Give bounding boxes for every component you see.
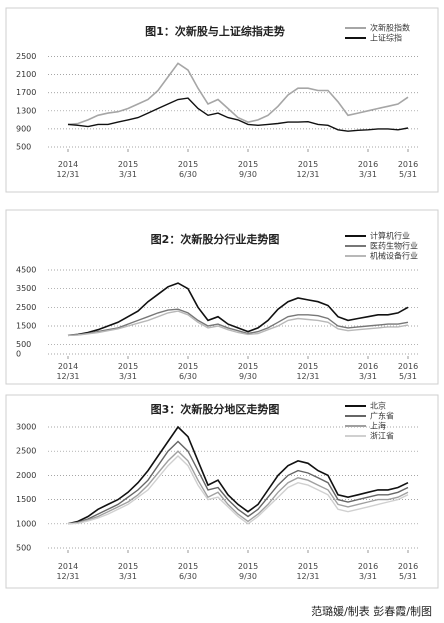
x-tick-label: 2015 12/31 bbox=[296, 362, 320, 381]
legend-label: 上海 bbox=[370, 421, 386, 431]
series-line bbox=[67, 310, 409, 336]
chart-title: 图3：次新股分地区走势图 bbox=[151, 402, 280, 416]
y-tick-label: 1300 bbox=[16, 106, 36, 115]
x-tick-label: 2015 9/30 bbox=[237, 562, 259, 581]
x-tick-label: 2015 9/30 bbox=[237, 160, 259, 179]
x-tick-label: 2016 3/31 bbox=[357, 160, 379, 179]
x-tick-label: 2016 5/31 bbox=[397, 362, 419, 381]
legend-label: 医药生物行业 bbox=[370, 241, 418, 251]
series-line bbox=[67, 425, 409, 525]
y-tick-label: 1500 bbox=[16, 495, 36, 504]
y-tick-label: 2500 bbox=[16, 52, 36, 61]
x-tick-label: 2015 3/31 bbox=[117, 362, 139, 381]
x-tick-label: 2014 12/31 bbox=[56, 160, 80, 179]
x-tick-label: 2016 3/31 bbox=[357, 362, 379, 381]
series-line bbox=[67, 62, 409, 126]
y-tick-label: 1500 bbox=[16, 322, 36, 331]
x-tick-label: 2015 6/30 bbox=[177, 160, 199, 179]
x-tick-label: 2015 3/31 bbox=[117, 160, 139, 179]
y-tick-label: 900 bbox=[16, 124, 31, 133]
legend-label: 次新股指数 bbox=[370, 23, 410, 33]
x-tick-label: 2015 3/31 bbox=[117, 562, 139, 581]
x-tick-label: 2015 12/31 bbox=[296, 160, 320, 179]
series-line bbox=[67, 440, 409, 525]
x-tick-label: 2015 9/30 bbox=[237, 362, 259, 381]
y-tick-label: 2500 bbox=[16, 303, 36, 312]
x-tick-label: 2016 5/31 bbox=[397, 160, 419, 179]
x-tick-label: 2014 12/31 bbox=[56, 562, 80, 581]
panel bbox=[5, 394, 439, 589]
x-tick-label: 2015 6/30 bbox=[177, 362, 199, 381]
x-tick-label: 2016 5/31 bbox=[397, 562, 419, 581]
footer: 范璐媛/制表 彭春霞/制图 bbox=[311, 604, 432, 618]
series-line bbox=[67, 282, 409, 337]
chart-title: 图1：次新股与上证综指走势 bbox=[145, 24, 285, 38]
legend-label: 广东省 bbox=[370, 411, 394, 421]
y-tick-label: 500 bbox=[16, 340, 31, 349]
panel bbox=[5, 209, 439, 385]
y-tick-label: 500 bbox=[16, 544, 31, 553]
legend-label: 浙江省 bbox=[370, 431, 394, 441]
series-line bbox=[67, 97, 409, 132]
series-line bbox=[67, 450, 409, 525]
y-tick-label: 2000 bbox=[16, 471, 36, 480]
x-tick-label: 2015 6/30 bbox=[177, 562, 199, 581]
x-tick-label: 2014 12/31 bbox=[56, 362, 80, 381]
legend-label: 上证综指 bbox=[370, 33, 402, 43]
chart-title: 图2：次新股分行业走势图 bbox=[151, 232, 280, 246]
legend-label: 计算机行业 bbox=[370, 231, 410, 241]
y-tick-label: 0 bbox=[16, 350, 21, 359]
y-tick-label: 500 bbox=[16, 143, 31, 152]
x-tick-label: 2016 3/31 bbox=[357, 562, 379, 581]
y-tick-label: 1700 bbox=[16, 88, 36, 97]
y-tick-label: 3000 bbox=[16, 423, 36, 432]
legend-label: 北京 bbox=[370, 401, 386, 411]
y-tick-label: 2100 bbox=[16, 70, 36, 79]
x-tick-label: 2015 12/31 bbox=[296, 562, 320, 581]
series-line bbox=[67, 455, 409, 525]
y-tick-label: 4500 bbox=[16, 266, 36, 275]
legend-label: 机械设备行业 bbox=[370, 251, 418, 261]
y-tick-label: 1000 bbox=[16, 519, 36, 528]
panel bbox=[5, 7, 439, 193]
y-tick-label: 2500 bbox=[16, 447, 36, 456]
series-line bbox=[67, 308, 409, 336]
y-tick-label: 3500 bbox=[16, 284, 36, 293]
